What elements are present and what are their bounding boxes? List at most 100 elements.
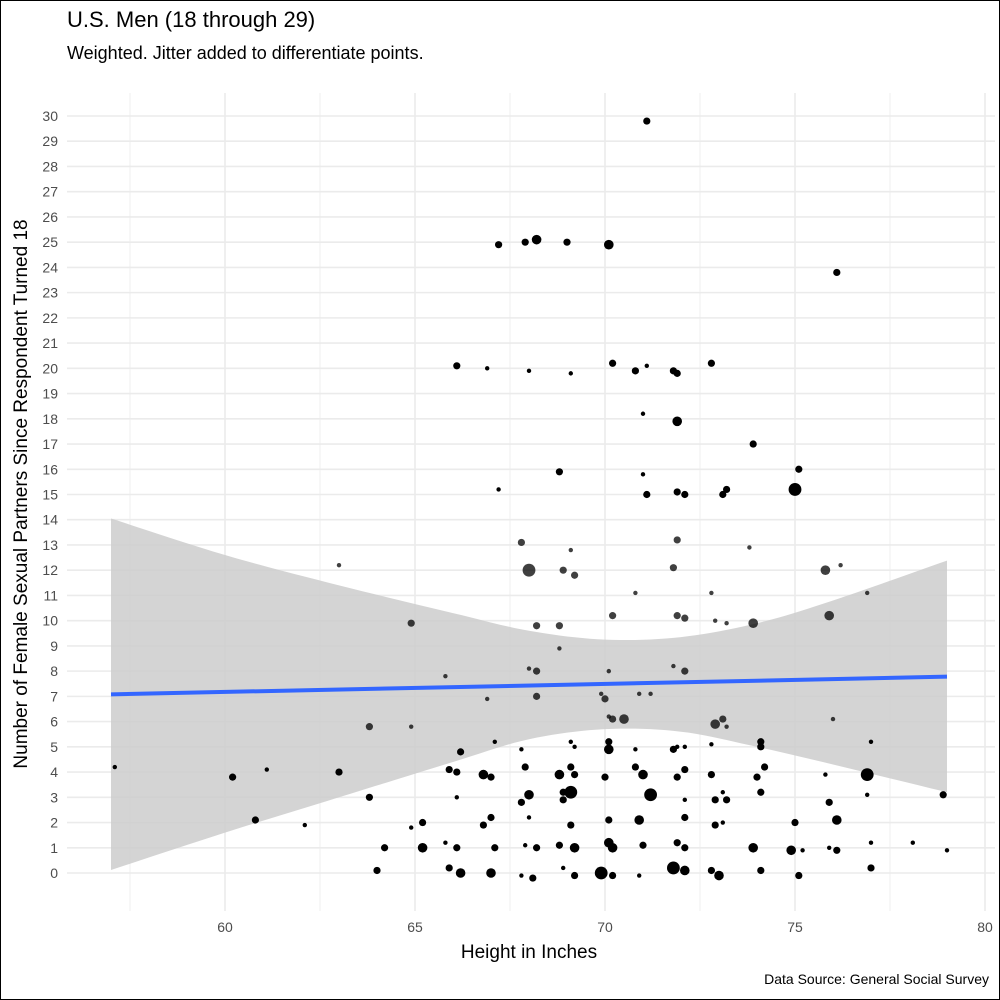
y-tick-label: 6 xyxy=(50,714,58,730)
data-point xyxy=(443,840,448,845)
data-point xyxy=(944,848,950,853)
data-point xyxy=(707,866,716,875)
data-point xyxy=(604,744,614,755)
data-point xyxy=(564,785,578,799)
y-tick-label: 8 xyxy=(50,663,58,679)
y-tick-label: 30 xyxy=(42,108,58,124)
data-point xyxy=(526,815,532,820)
data-point xyxy=(719,715,727,723)
y-tick-label: 5 xyxy=(50,739,58,755)
data-point xyxy=(682,797,687,803)
data-point xyxy=(681,765,689,774)
y-axis-label: Number of Female Sexual Partners Since R… xyxy=(11,219,32,768)
data-point xyxy=(747,545,752,550)
data-point xyxy=(757,866,765,875)
x-axis-tick-labels: 60 65 70 75 80 xyxy=(217,919,993,935)
data-point xyxy=(568,547,573,553)
data-point xyxy=(673,612,681,620)
data-point xyxy=(555,622,564,630)
y-tick-label: 17 xyxy=(42,436,58,452)
data-point xyxy=(707,770,716,779)
y-tick-label: 21 xyxy=(42,335,58,351)
data-point xyxy=(533,667,541,675)
data-point xyxy=(571,871,579,880)
data-point xyxy=(571,571,579,579)
y-tick-label: 25 xyxy=(42,234,58,250)
data-point xyxy=(453,362,461,370)
data-point xyxy=(868,840,874,845)
data-point xyxy=(711,796,719,804)
y-tick-label: 2 xyxy=(50,815,58,831)
data-point xyxy=(673,536,681,544)
data-point xyxy=(823,772,828,777)
data-point xyxy=(825,798,833,806)
data-point xyxy=(457,748,465,756)
data-point xyxy=(724,724,729,729)
data-point xyxy=(644,788,657,802)
data-point xyxy=(492,739,497,744)
data-point xyxy=(569,842,580,853)
data-point xyxy=(605,816,613,824)
data-point xyxy=(673,773,681,781)
data-point xyxy=(820,565,831,575)
data-point xyxy=(669,564,678,572)
data-point xyxy=(680,865,690,876)
data-point xyxy=(533,692,541,700)
y-tick-label: 24 xyxy=(42,259,58,275)
data-point xyxy=(681,667,689,675)
x-tick-label: 60 xyxy=(217,919,233,935)
data-point xyxy=(619,714,629,724)
data-point xyxy=(673,369,681,377)
data-point xyxy=(445,765,453,774)
confidence-band xyxy=(111,518,947,870)
y-tick-label: 12 xyxy=(42,562,58,578)
data-point xyxy=(601,773,609,781)
data-point xyxy=(571,770,579,779)
data-point xyxy=(531,234,542,245)
data-point xyxy=(601,695,609,703)
data-point xyxy=(824,610,834,621)
data-point xyxy=(533,622,541,630)
y-tick-label: 11 xyxy=(43,587,58,603)
data-point xyxy=(529,874,537,882)
data-point xyxy=(517,538,526,547)
data-point xyxy=(638,769,648,780)
data-point xyxy=(487,813,495,822)
data-point xyxy=(800,848,805,853)
data-point xyxy=(786,845,796,856)
data-point xyxy=(521,238,529,246)
data-point xyxy=(453,768,461,776)
data-point xyxy=(631,367,640,375)
data-point xyxy=(453,844,461,852)
data-point xyxy=(720,790,725,795)
data-point xyxy=(365,793,373,801)
data-point xyxy=(709,590,714,596)
data-point xyxy=(606,668,611,674)
data-point xyxy=(567,821,575,829)
regression-line xyxy=(110,674,948,697)
data-points xyxy=(112,117,950,882)
data-point xyxy=(634,815,644,825)
x-tick-label: 70 xyxy=(597,919,613,935)
data-point xyxy=(724,620,729,626)
data-point xyxy=(833,268,841,277)
data-point xyxy=(631,763,640,771)
data-point xyxy=(365,723,373,731)
data-point xyxy=(517,798,526,806)
data-point xyxy=(633,590,638,596)
data-point xyxy=(599,691,604,697)
data-point xyxy=(524,789,534,800)
y-tick-label: 22 xyxy=(42,310,58,326)
y-tick-label: 29 xyxy=(42,133,58,149)
data-point xyxy=(485,696,490,702)
data-point xyxy=(648,691,653,697)
data-point xyxy=(563,238,571,246)
y-tick-label: 13 xyxy=(42,537,58,553)
data-point xyxy=(757,738,765,746)
data-point xyxy=(557,646,562,651)
data-point xyxy=(719,490,727,499)
y-tick-label: 18 xyxy=(42,411,58,427)
data-point xyxy=(838,562,843,568)
data-point xyxy=(867,864,875,872)
